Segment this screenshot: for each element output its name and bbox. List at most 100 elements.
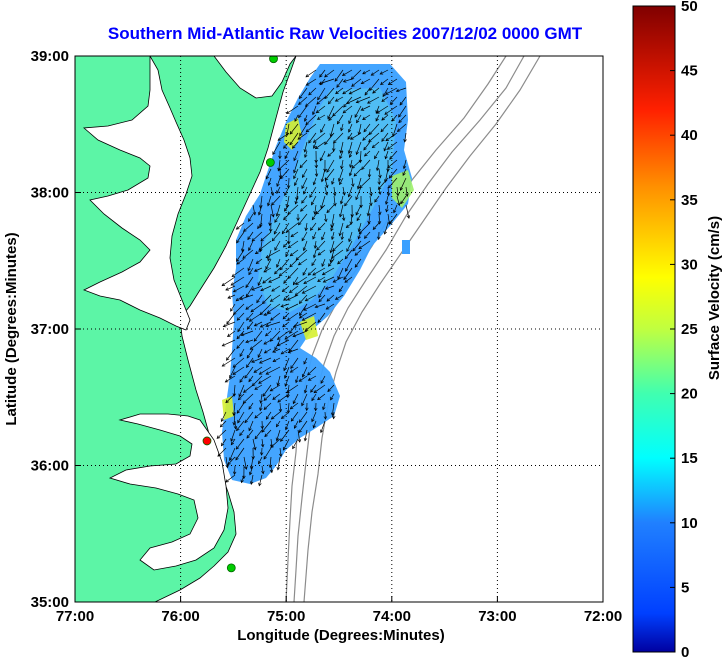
velocity-vector-head — [311, 262, 315, 267]
velocity-vector-head — [254, 415, 258, 419]
velocity-vector — [238, 384, 245, 397]
velocity-vector — [356, 114, 362, 123]
velocity-vector-head — [369, 192, 373, 197]
velocity-vector-head — [356, 119, 360, 124]
velocity-vector — [356, 96, 371, 103]
velocity-vector-head — [257, 211, 262, 216]
velocity-vector-head — [248, 378, 252, 383]
velocity-vector-head — [382, 93, 386, 98]
velocity-vector-head — [380, 128, 384, 133]
velocity-vector — [298, 258, 308, 266]
velocity-vector-head — [324, 218, 328, 223]
velocity-vector — [328, 96, 335, 105]
velocity-vector — [259, 357, 272, 364]
velocity-vector — [344, 195, 353, 207]
velocity-vector — [274, 339, 281, 350]
velocity-vector — [316, 105, 326, 114]
velocity-vector — [289, 123, 299, 135]
velocity-vector-head — [342, 110, 347, 114]
velocity-vector — [333, 186, 336, 196]
velocity-vector — [287, 204, 299, 215]
velocity-vector — [400, 177, 407, 191]
velocity-vector — [270, 438, 281, 448]
velocity-vector-head — [282, 244, 287, 248]
velocity-vector — [284, 366, 290, 379]
velocity-vector-head — [344, 279, 348, 283]
velocity-vector — [399, 96, 407, 106]
velocity-vector — [245, 276, 254, 288]
velocity-vector-head — [301, 402, 305, 407]
velocity-vector-head — [314, 145, 319, 150]
velocity-vector — [274, 213, 281, 223]
velocity-vector-head — [324, 191, 329, 196]
velocity-vector-head — [355, 211, 359, 216]
velocity-vector — [253, 330, 263, 342]
velocity-vector — [247, 321, 254, 330]
velocity-vector — [246, 357, 254, 368]
velocity-vector-head — [377, 220, 382, 225]
velocity-vector — [295, 276, 308, 285]
velocity-vector-head — [258, 482, 262, 487]
velocity-vector-head — [251, 287, 255, 291]
velocity-vector-head — [307, 377, 312, 381]
velocity-vector-head — [319, 157, 323, 162]
velocity-vector-head — [331, 236, 335, 241]
velocity-vector — [294, 285, 308, 296]
velocity-vector — [357, 177, 362, 189]
velocity-vector-head — [360, 107, 365, 111]
velocity-vector-head — [288, 289, 293, 294]
velocity-vector — [241, 240, 245, 252]
velocity-vector — [317, 312, 326, 323]
velocity-vector-head — [270, 192, 275, 197]
velocity-vector-head — [377, 181, 381, 186]
velocity-vector-head — [246, 435, 250, 439]
velocity-vector — [358, 123, 362, 135]
velocity-vector-head — [278, 408, 283, 413]
velocity-vector-head — [362, 116, 366, 120]
velocity-vector — [333, 195, 336, 206]
chart-title: Southern Mid-Atlantic Raw Velocities 200… — [108, 24, 583, 43]
velocity-vector-head — [265, 323, 269, 328]
velocity-vector — [355, 186, 362, 200]
velocity-vector — [277, 159, 290, 171]
velocity-vector-head — [366, 212, 371, 217]
y-axis: 39:00 38:00 37:00 36:00 35:00 — [31, 48, 81, 611]
velocity-vector — [259, 402, 263, 411]
velocity-vector-head — [312, 145, 317, 149]
velocity-vector — [349, 159, 353, 168]
velocity-vector-head — [406, 215, 411, 219]
velocity-vector-head — [385, 208, 389, 213]
velocity-vector — [368, 213, 371, 224]
velocity-vector-head — [270, 317, 274, 321]
velocity-vector-head — [314, 407, 318, 412]
velocity-vector-head — [282, 315, 287, 320]
velocity-vector — [288, 240, 299, 249]
velocity-vector — [324, 87, 335, 99]
velocity-vector — [403, 159, 407, 169]
velocity-vector — [246, 312, 254, 321]
velocity-vector — [282, 312, 290, 320]
velocity-vector-head — [334, 98, 339, 102]
velocity-vector-head — [327, 153, 331, 157]
velocity-vector — [332, 240, 344, 252]
velocity-vector — [226, 348, 236, 361]
velocity-vector — [312, 105, 317, 115]
velocity-vector — [270, 330, 281, 342]
velocity-vector-head — [251, 359, 255, 363]
velocity-vector-head — [298, 429, 302, 434]
velocity-vector — [374, 150, 380, 159]
velocity-vector — [289, 132, 299, 146]
x-axis: 77:00 76:00 75:00 74:00 73:00 72:00 — [56, 596, 622, 625]
velocity-vector-head — [358, 159, 363, 164]
velocity-vector-head — [287, 350, 292, 354]
velocity-vector — [391, 114, 398, 122]
velocity-vector-head — [317, 227, 322, 231]
velocity-vector — [269, 456, 272, 468]
velocity-vector — [351, 78, 362, 87]
velocity-vector-head — [299, 132, 303, 137]
velocity-vector — [309, 186, 317, 198]
velocity-vector-head — [384, 155, 388, 160]
velocity-vector-head — [302, 272, 306, 276]
velocity-vector-head — [311, 216, 316, 221]
velocity-vector-head — [239, 379, 243, 383]
